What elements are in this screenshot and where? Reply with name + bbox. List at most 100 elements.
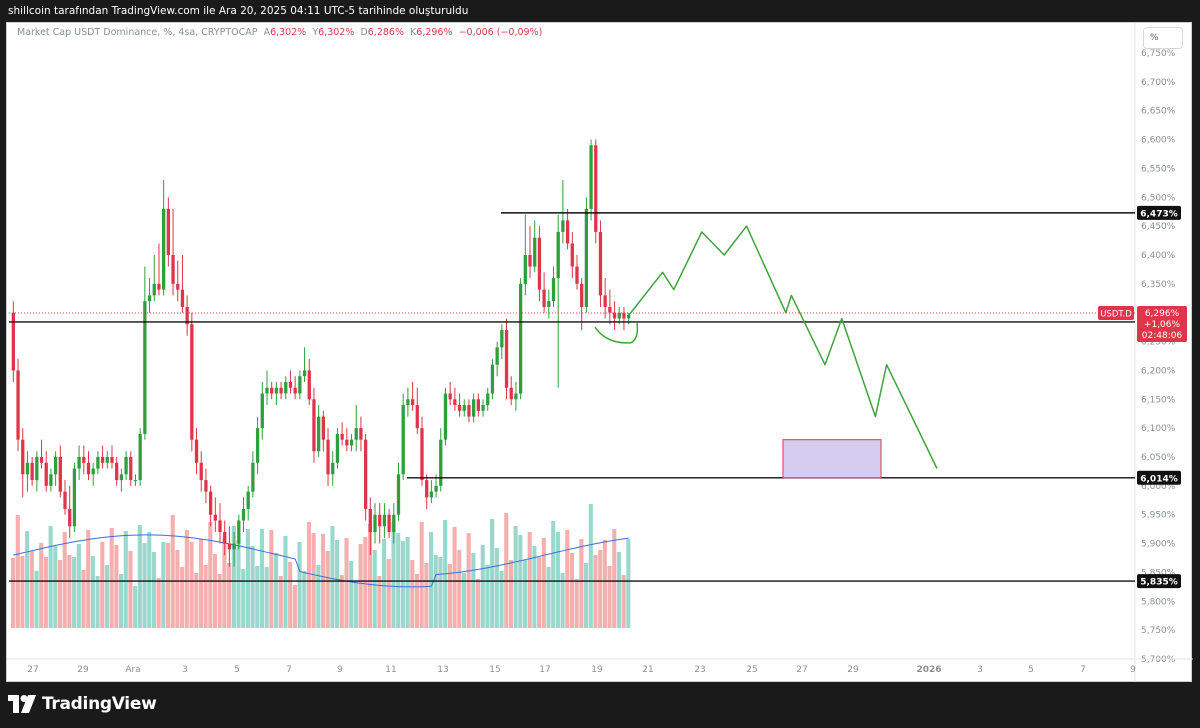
candle-body	[518, 283, 523, 394]
candle-body	[82, 457, 86, 463]
volume-bar	[382, 539, 387, 628]
volume-bar	[128, 551, 133, 628]
volume-bar	[166, 543, 171, 628]
volume-bar	[161, 542, 166, 628]
candle-body	[237, 520, 241, 544]
candle-body	[255, 428, 260, 463]
symbol-tag-label: USDT.D	[1100, 310, 1132, 320]
time-tick-label: 29	[77, 665, 89, 675]
candle-body	[232, 543, 236, 550]
volume-bar	[288, 562, 293, 628]
candle-body	[345, 439, 349, 446]
price-tick-label: 6,550%	[1141, 164, 1176, 174]
target-zone-rectangle[interactable]	[782, 439, 882, 479]
volume-bar	[104, 565, 110, 628]
volume-bar	[499, 571, 504, 628]
volume-bar	[203, 565, 208, 628]
volume-bar	[461, 573, 467, 628]
candle-body	[429, 491, 434, 498]
chart-panel[interactable]: 6,750% 6,700% 6,650% 6,600% 6,550% 6,500% 6,45…	[6, 22, 1193, 683]
price-tick-label: 5,800%	[1141, 597, 1176, 607]
volume-bar	[551, 521, 556, 628]
price-tick-label: 6,050%	[1141, 453, 1176, 463]
tradingview-logo-icon	[8, 695, 36, 713]
volume-bar	[264, 567, 269, 628]
candle-body	[143, 301, 147, 434]
candle-body	[25, 462, 30, 475]
price-tick-label: 6,000%	[1141, 482, 1176, 492]
volume-bar	[447, 564, 452, 628]
volume-bar	[114, 545, 119, 628]
volume-bar	[391, 522, 396, 628]
support-curve-drawing[interactable]	[594, 323, 639, 344]
candle-body	[373, 514, 377, 533]
candle-body	[180, 289, 185, 307]
candle-body	[509, 387, 513, 400]
candle-body	[453, 399, 457, 406]
chart-canvas[interactable]: 6,750% 6,700% 6,650% 6,600% 6,550% 6,500% 6,45…	[7, 23, 1193, 683]
candle-body	[387, 514, 391, 533]
projection-drawing-path[interactable]	[628, 225, 938, 469]
price-tick-label: 6,600%	[1141, 136, 1176, 146]
candle-body	[443, 393, 448, 440]
candle-body	[152, 283, 156, 296]
candle-body	[284, 381, 288, 394]
volume-bar	[43, 557, 48, 628]
candle-body	[30, 462, 34, 481]
price-tick-label: 6,200%	[1141, 366, 1176, 376]
volume-bar	[598, 550, 603, 628]
tradingview-logo[interactable]: TradingView	[8, 694, 157, 714]
volume-bar	[593, 555, 598, 628]
price-tick-label: 6,150%	[1141, 395, 1176, 405]
legend-open-label: A	[263, 27, 271, 38]
candle-body	[368, 508, 372, 533]
volume-bar	[90, 556, 95, 628]
volume-bar	[377, 576, 382, 628]
time-tick-label: 5	[234, 665, 240, 675]
volume-bar	[367, 524, 373, 628]
legend-symbol-name: Market Cap USDT Dominance, %, 4sa, CRYPT…	[17, 27, 258, 38]
volume-bar	[184, 530, 189, 628]
price-tick-label: 5,750%	[1141, 626, 1176, 636]
volume-bar	[100, 542, 105, 628]
legend-close-label: K	[410, 27, 417, 38]
candle-body	[199, 462, 203, 481]
candle-body	[359, 428, 363, 440]
candle-body	[331, 462, 335, 475]
volume-bar	[86, 530, 91, 628]
legend-close-value: 6,296%	[416, 27, 453, 38]
volume-bar	[302, 571, 307, 628]
candle-body	[63, 491, 67, 509]
candle-body	[96, 457, 100, 469]
candle-body	[439, 439, 443, 486]
volume-bar	[231, 526, 236, 628]
candle-body	[44, 462, 48, 486]
volume-bar	[212, 554, 218, 628]
volume-bar	[494, 548, 499, 628]
volume-bar	[53, 546, 58, 628]
candle-body	[556, 231, 560, 279]
percent-scale-button[interactable]: %	[1143, 27, 1183, 49]
volume-bar	[344, 538, 349, 628]
volume-bar	[419, 522, 424, 628]
candle-body	[589, 145, 593, 209]
price-tick-label: 6,450%	[1141, 222, 1176, 232]
volume-bar	[584, 563, 589, 628]
volume-bar	[316, 565, 321, 628]
candle-body	[401, 405, 405, 475]
legend-high-value: 6,302%	[318, 27, 355, 38]
candle-body	[434, 485, 438, 492]
candle-body	[533, 237, 537, 267]
volume-bar	[81, 570, 86, 628]
time-tick-label: 25	[746, 665, 757, 675]
volume-bar	[67, 555, 72, 628]
candle-body	[495, 347, 499, 365]
volume-bar	[626, 539, 631, 628]
candle-body	[288, 381, 293, 388]
candle-body	[68, 508, 72, 527]
candle-body	[500, 330, 504, 348]
candle-body	[410, 399, 415, 406]
candle-body	[157, 283, 161, 290]
volume-bar	[372, 550, 377, 628]
level-price-label: 6,014%	[1140, 474, 1178, 484]
